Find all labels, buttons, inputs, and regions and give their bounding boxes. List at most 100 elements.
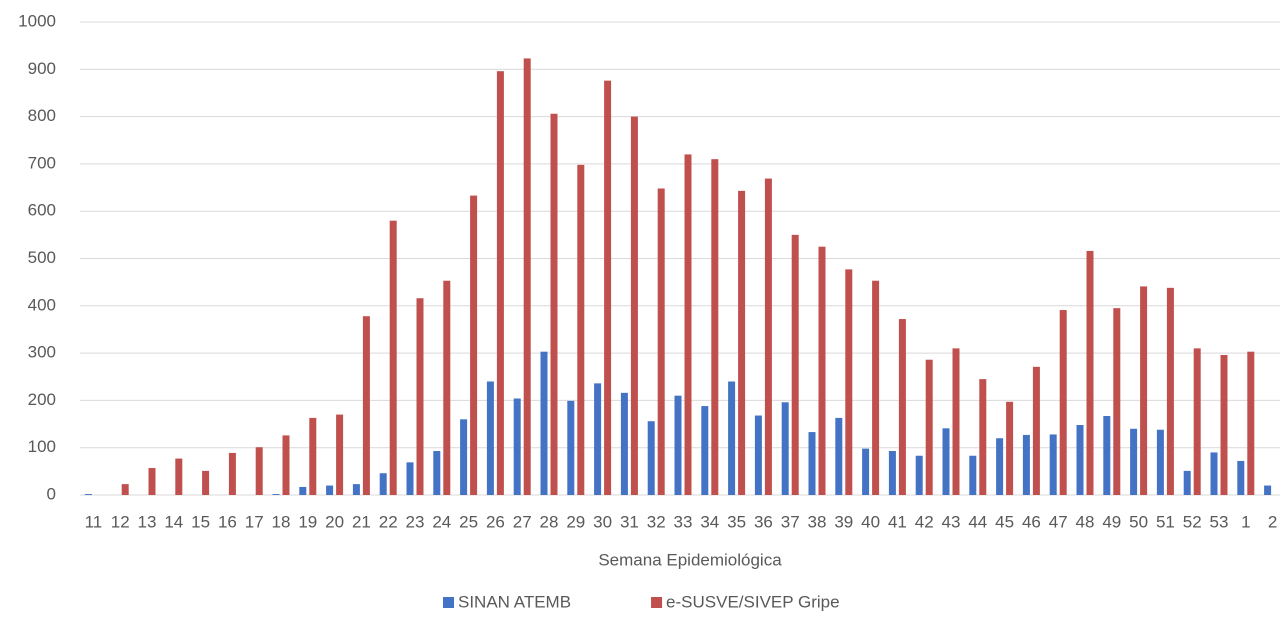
bar [470,195,478,495]
x-tick-label: 11 [85,512,103,531]
bar [282,435,290,495]
bar [496,71,504,495]
x-tick-label: 32 [647,512,666,531]
bar [594,383,602,495]
bar [845,269,853,495]
y-tick-label: 1000 [18,11,56,30]
bar [228,452,236,495]
y-tick-label: 300 [28,343,56,362]
x-tick-label: 37 [781,512,800,531]
y-tick-label: 200 [28,390,56,409]
x-tick-label: 28 [540,512,559,531]
x-tick-label: 25 [459,512,478,531]
bar [1086,250,1094,495]
x-tick-label: 24 [432,512,451,531]
bar [942,428,950,495]
x-tick-label: 20 [325,512,344,531]
bar [486,381,494,495]
y-tick-label: 400 [28,295,56,314]
bar [1103,416,1111,495]
bar [701,406,709,495]
x-tick-label: 40 [861,512,880,531]
bar [84,494,92,495]
bar [352,484,360,495]
x-tick-label: 53 [1210,512,1229,531]
bar [1059,310,1067,495]
bar [336,414,344,495]
x-tick-label: 47 [1049,512,1068,531]
y-tick-label: 600 [28,201,56,220]
bar [657,188,665,495]
x-tick-label: 44 [968,512,987,531]
x-tick-label: 51 [1156,512,1175,531]
x-tick-label: 2 [1268,512,1277,531]
bar [1247,351,1255,495]
x-tick-label: 52 [1183,512,1202,531]
bar [175,458,183,495]
bar [808,432,816,495]
bar [898,319,906,495]
bar [647,421,655,495]
x-tick-label: 49 [1102,512,1121,531]
legend-label: SINAN ATEMB [458,592,571,611]
bar [1166,287,1174,495]
x-tick-label: 16 [218,512,237,531]
bar [460,419,468,495]
x-tick-label: 43 [942,512,961,531]
x-tick-label: 17 [245,512,264,531]
bar [202,470,210,495]
x-tick-label: 48 [1076,512,1095,531]
bar [1113,308,1121,495]
x-tick-label: 1 [1241,512,1250,531]
bar [728,381,736,495]
bar [567,400,575,495]
x-axis-label: Semana Epidemiológica [598,550,782,569]
bar [969,455,977,495]
x-tick-label: 42 [915,512,934,531]
bar [272,494,280,495]
y-tick-label: 800 [28,106,56,125]
bar [1140,286,1148,495]
bar [379,473,387,495]
bar [630,116,638,495]
bar [326,485,334,495]
bar [1156,429,1164,495]
bar [1237,460,1245,495]
bar [513,398,521,495]
bar [362,316,370,495]
bar [1022,434,1030,495]
legend-swatch [651,597,663,608]
bar [996,438,1004,495]
y-tick-label: 700 [28,153,56,172]
bar [1193,348,1201,495]
bar [1076,424,1084,495]
bar [711,159,719,496]
bar [406,462,414,495]
x-tick-label: 14 [164,512,183,531]
y-tick-label: 500 [28,248,56,267]
x-tick-label: 19 [298,512,317,531]
bar [754,415,762,495]
x-tick-label: 31 [620,512,639,531]
bar [1049,434,1057,495]
x-tick-label: 45 [995,512,1014,531]
bar [550,113,558,496]
bar [1183,470,1191,495]
bar [540,351,548,495]
bar [416,298,424,495]
bar [121,484,129,495]
bar [925,359,933,495]
bar [1032,366,1040,495]
bar [433,451,441,495]
x-tick-label: 22 [379,512,398,531]
bar [872,280,880,495]
bar [684,154,692,495]
bar [1130,428,1138,495]
x-tick-label: 27 [513,512,532,531]
bar [577,164,585,495]
y-tick-label: 0 [47,484,56,503]
bar [299,486,307,495]
x-tick-label: 41 [888,512,907,531]
bar [738,190,746,495]
bar [523,58,531,496]
